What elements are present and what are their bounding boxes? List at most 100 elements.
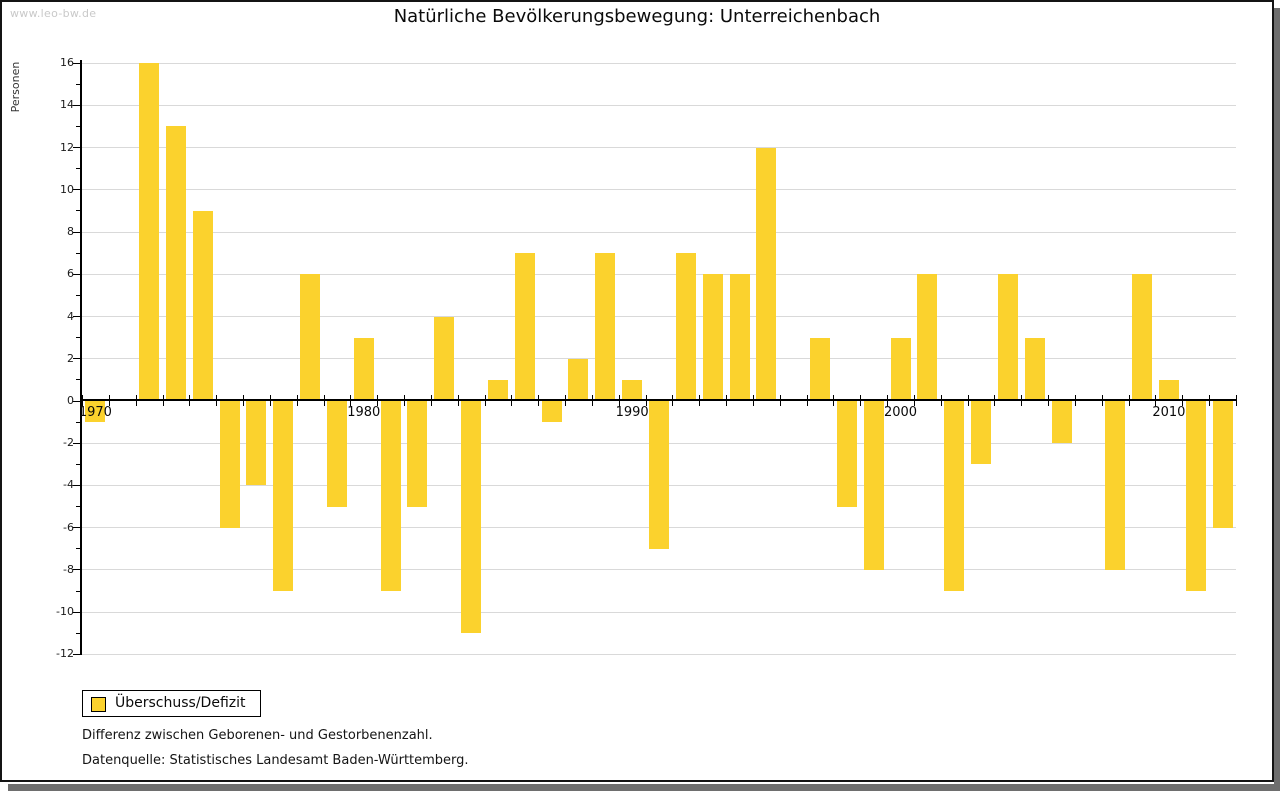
- bar-2008: [1105, 401, 1126, 570]
- gridline-y-8: [82, 231, 1236, 233]
- bar-1986: [514, 253, 535, 401]
- x-tick: [887, 395, 889, 406]
- x-tick: [618, 395, 620, 406]
- x-tick: [296, 395, 298, 406]
- bar-1975: [219, 401, 240, 528]
- x-tick: [538, 395, 540, 406]
- y-tick-minor: [76, 210, 80, 212]
- y-tick-label-14: 14: [60, 98, 74, 112]
- x-tick-label-1980: 1980: [347, 405, 381, 420]
- x-tick: [833, 395, 835, 406]
- y-tick-minor: [76, 506, 80, 508]
- legend-color-swatch: [91, 697, 106, 712]
- y-tick-label-0: 0: [67, 394, 74, 407]
- x-tick: [1074, 395, 1076, 406]
- x-tick: [82, 395, 83, 406]
- y-tick-major: [73, 62, 80, 64]
- y-tick-label--10: -10: [56, 605, 74, 619]
- y-tick-label-12: 12: [60, 140, 74, 154]
- bar-1974: [192, 210, 213, 401]
- bar-1982: [407, 401, 428, 507]
- y-tick-major: [73, 147, 80, 149]
- x-tick: [645, 395, 647, 406]
- frame-shadow-right: [1274, 8, 1280, 791]
- x-tick: [752, 395, 754, 406]
- x-tick: [484, 395, 486, 406]
- y-tick-minor: [76, 463, 80, 465]
- x-tick: [511, 395, 513, 406]
- x-tick: [591, 395, 593, 406]
- x-tick: [404, 395, 406, 406]
- y-tick-minor: [76, 590, 80, 592]
- x-tick: [350, 395, 352, 406]
- y-tick-major: [73, 231, 80, 233]
- y-axis-line: [80, 60, 82, 655]
- bar-2009: [1132, 274, 1153, 401]
- gridline-y-2: [82, 358, 1236, 360]
- bar-1985: [487, 379, 508, 401]
- x-tick: [806, 395, 808, 406]
- x-tick: [323, 395, 325, 406]
- gridline-y-14: [82, 104, 1236, 106]
- bar-2005: [1024, 337, 1045, 401]
- bar-1999: [863, 401, 884, 570]
- bar-1980: [353, 337, 374, 401]
- chart-title: Natürliche Bevölkerungsbewegung: Unterre…: [393, 6, 881, 27]
- gridline-y-4: [82, 316, 1236, 318]
- y-tick-major: [73, 611, 80, 613]
- y-tick-label--8: -8: [63, 562, 74, 576]
- y-tick-major: [73, 273, 80, 275]
- y-tick-major: [73, 189, 80, 191]
- legend-series-label: Überschuss/Defizit: [115, 695, 246, 711]
- x-tick: [913, 395, 915, 406]
- y-tick-major: [73, 442, 80, 444]
- bar-2003: [971, 401, 992, 465]
- y-tick-minor: [76, 252, 80, 254]
- x-tick: [699, 395, 701, 406]
- bar-1973: [165, 126, 186, 401]
- bar-1995: [756, 147, 777, 401]
- bar-1990: [622, 379, 643, 401]
- y-tick-minor: [76, 294, 80, 296]
- x-tick: [726, 395, 728, 406]
- y-tick-major: [73, 569, 80, 571]
- x-tick: [860, 395, 862, 406]
- bar-1981: [380, 401, 401, 592]
- x-tick: [135, 395, 137, 406]
- frame-shadow-bottom: [8, 784, 1280, 791]
- x-tick: [162, 395, 164, 406]
- y-tick-major: [73, 104, 80, 106]
- y-tick-major: [73, 653, 80, 655]
- gridline-y-12: [82, 147, 1236, 149]
- bar-1983: [434, 316, 455, 401]
- y-tick-minor: [76, 337, 80, 339]
- x-tick: [1101, 395, 1103, 406]
- gridline-y-16: [82, 62, 1236, 64]
- bar-1994: [729, 274, 750, 401]
- x-tick: [108, 395, 110, 406]
- x-tick: [430, 395, 432, 406]
- footnote-definition: Differenz zwischen Geborenen- und Gestor…: [82, 728, 433, 743]
- bar-2001: [917, 274, 938, 401]
- x-tick: [994, 395, 996, 406]
- x-tick-label-2000: 2000: [883, 405, 918, 420]
- x-tick: [1048, 395, 1050, 406]
- bar-2002: [944, 401, 965, 592]
- bar-1978: [300, 274, 321, 401]
- bar-1991: [649, 401, 669, 549]
- bar-1972: [139, 63, 160, 401]
- bar-1976: [246, 401, 267, 486]
- footnote-datasource: Datenquelle: Statistisches Landesamt Bad…: [82, 753, 469, 768]
- x-tick: [377, 395, 379, 406]
- y-tick-label-16: 16: [60, 56, 74, 70]
- bar-2011: [1185, 401, 1206, 592]
- y-tick-minor: [76, 548, 80, 550]
- x-tick-label-1970: 1970: [78, 405, 112, 420]
- y-tick-label--4: -4: [63, 478, 74, 492]
- bar-2000: [890, 337, 911, 401]
- watermark-text: www.leo-bw.de: [10, 7, 97, 20]
- x-tick: [269, 395, 271, 406]
- x-tick: [1236, 395, 1237, 406]
- y-tick-major: [73, 527, 80, 529]
- x-tick: [967, 395, 969, 406]
